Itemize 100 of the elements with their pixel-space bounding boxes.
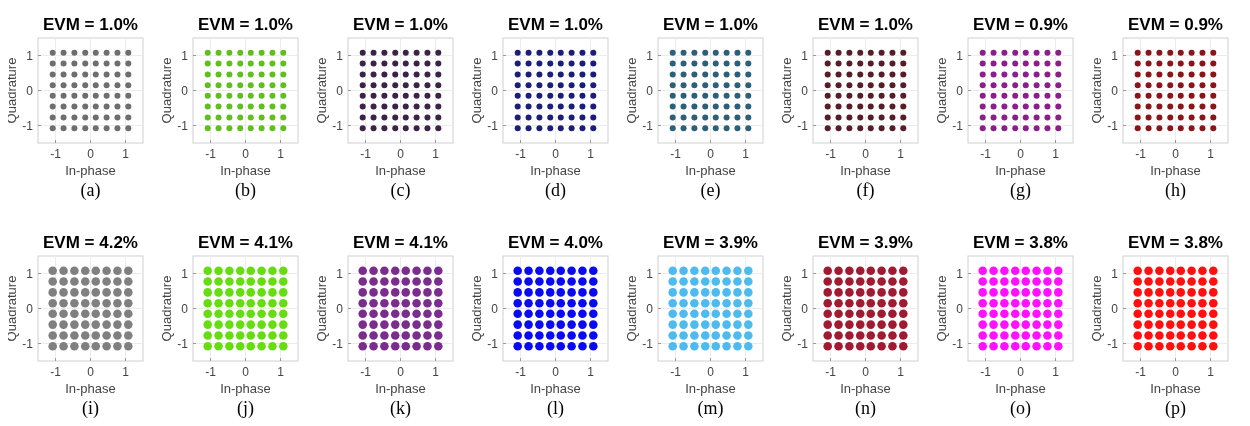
chart-title: EVM = 4.0% — [508, 233, 603, 252]
x-tick-label: 0 — [1017, 365, 1025, 379]
y-tick-label: 1 — [336, 266, 344, 281]
x-axis-title: In-phase — [995, 163, 1046, 178]
x-tick-label: 1 — [277, 365, 285, 379]
x-tick-label: -1 — [825, 365, 837, 379]
y-tick-label: 1 — [26, 48, 34, 63]
x-axis-title: In-phase — [685, 163, 736, 178]
chart-title: EVM = 4.1% — [198, 233, 293, 252]
x-axis-title: In-phase — [65, 163, 116, 178]
x-tick-label: 0 — [862, 365, 870, 379]
y-axis-title: Quadrature — [624, 57, 639, 124]
y-tick-label: -1 — [177, 118, 189, 133]
y-tick-label: 0 — [181, 301, 189, 316]
x-tick-label: 1 — [432, 147, 440, 161]
y-axis-title: Quadrature — [159, 275, 174, 342]
x-axis-title: In-phase — [530, 163, 581, 178]
x-tick-label: -1 — [980, 365, 992, 379]
x-tick-label: -1 — [360, 147, 372, 161]
x-tick-label: -1 — [50, 147, 62, 161]
text: (j) — [237, 398, 254, 419]
y-tick-label: 0 — [646, 301, 654, 316]
y-tick-label: -1 — [487, 336, 499, 351]
x-tick-label: 0 — [862, 147, 870, 161]
y-axis-title: Quadrature — [934, 57, 949, 124]
y-tick-label: -1 — [642, 118, 654, 133]
y-tick-label: 0 — [801, 301, 809, 316]
x-tick-label: 1 — [742, 365, 750, 379]
x-tick-label: 0 — [552, 147, 560, 161]
y-axis-title: Quadrature — [934, 275, 949, 342]
x-axis-title: In-phase — [375, 163, 426, 178]
y-tick-label: -1 — [1107, 336, 1119, 351]
chart-title: EVM = 3.8% — [973, 233, 1068, 252]
x-tick-label: 0 — [1017, 147, 1025, 161]
y-tick-label: 1 — [646, 48, 654, 63]
y-tick-label: 0 — [26, 301, 34, 316]
x-tick-label: 1 — [897, 147, 905, 161]
y-tick-label: 0 — [646, 83, 654, 98]
y-tick-label: 0 — [491, 83, 499, 98]
y-tick-label: 0 — [491, 301, 499, 316]
x-tick-label: -1 — [1135, 147, 1147, 161]
y-tick-label: -1 — [952, 336, 964, 351]
x-tick-label: 0 — [707, 365, 715, 379]
x-tick-label: 0 — [552, 365, 560, 379]
text: (i) — [82, 398, 99, 419]
chart-title: EVM = 1.0% — [818, 15, 913, 34]
x-axis-title: In-phase — [65, 381, 116, 396]
y-axis-title: Quadrature — [1089, 57, 1104, 124]
chart-title: EVM = 3.8% — [1128, 233, 1223, 252]
chart-title: EVM = 3.9% — [663, 233, 758, 252]
x-tick-label: 1 — [587, 365, 595, 379]
x-tick-label: 1 — [1207, 365, 1215, 379]
x-tick-label: -1 — [825, 147, 837, 161]
chart-title: EVM = 0.9% — [973, 15, 1068, 34]
chart-title: EVM = 4.2% — [43, 233, 138, 252]
y-axis-title: Quadrature — [779, 275, 794, 342]
y-tick-label: 0 — [336, 301, 344, 316]
chart-title: EVM = 0.9% — [1128, 15, 1223, 34]
chart-title: EVM = 1.0% — [43, 15, 138, 34]
text: (m) — [697, 398, 724, 419]
y-tick-label: 1 — [181, 48, 189, 63]
x-tick-label: -1 — [205, 147, 217, 161]
x-tick-label: 1 — [742, 147, 750, 161]
x-tick-label: 0 — [1172, 365, 1180, 379]
x-tick-label: -1 — [670, 365, 682, 379]
y-tick-label: 1 — [956, 266, 964, 281]
x-tick-label: -1 — [515, 147, 527, 161]
text: (a) — [80, 180, 101, 201]
chart-title: EVM = 1.0% — [508, 15, 603, 34]
y-axis-title: Quadrature — [469, 57, 484, 124]
y-tick-label: 1 — [26, 266, 34, 281]
chart-title: EVM = 1.0% — [353, 15, 448, 34]
y-axis-title: Quadrature — [624, 275, 639, 342]
chart-title: EVM = 1.0% — [663, 15, 758, 34]
x-tick-label: 1 — [1207, 147, 1215, 161]
y-tick-label: -1 — [177, 336, 189, 351]
x-tick-label: 1 — [1052, 365, 1060, 379]
y-tick-label: -1 — [332, 118, 344, 133]
x-axis-title: In-phase — [220, 163, 271, 178]
x-tick-label: -1 — [50, 365, 62, 379]
text: (b) — [235, 180, 256, 201]
y-tick-label: -1 — [22, 118, 34, 133]
y-tick-label: 0 — [181, 83, 189, 98]
y-tick-label: 1 — [491, 48, 499, 63]
x-axis-title: In-phase — [1150, 163, 1201, 178]
x-tick-label: 0 — [397, 365, 405, 379]
x-tick-label: -1 — [980, 147, 992, 161]
y-tick-label: 0 — [26, 83, 34, 98]
x-tick-label: 1 — [277, 147, 285, 161]
y-axis-title: Quadrature — [314, 57, 329, 124]
text: (o) — [1010, 398, 1031, 419]
x-axis-title: In-phase — [685, 381, 736, 396]
text: (l) — [547, 398, 564, 419]
y-tick-label: -1 — [797, 118, 809, 133]
y-tick-label: 1 — [801, 48, 809, 63]
text: (p) — [1165, 398, 1186, 419]
y-tick-label: -1 — [952, 118, 964, 133]
y-tick-label: 0 — [1111, 83, 1119, 98]
x-axis-title: In-phase — [840, 163, 891, 178]
x-tick-label: 1 — [432, 365, 440, 379]
